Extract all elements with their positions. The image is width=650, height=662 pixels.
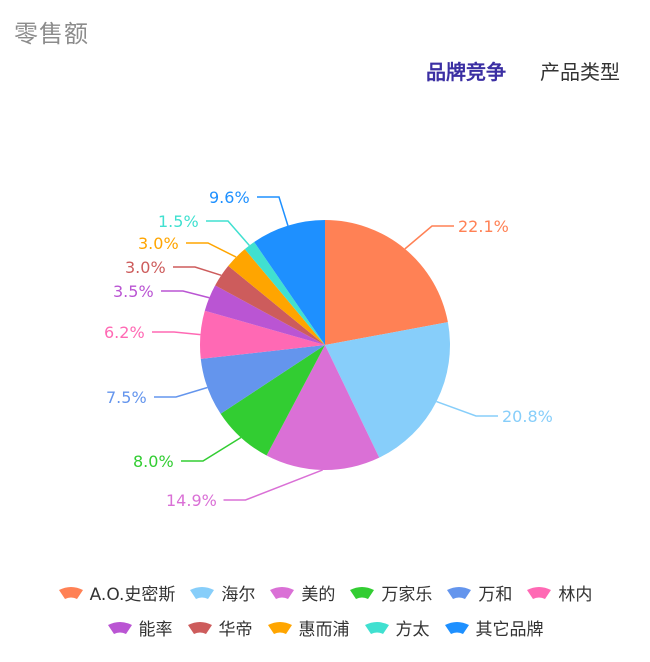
slice-label: 9.6% bbox=[209, 188, 250, 207]
pie-slice[interactable] bbox=[228, 249, 325, 345]
slice-label: 6.2% bbox=[104, 323, 145, 342]
legend-label: 美的 bbox=[301, 585, 336, 605]
legend-label: A.O.史密斯 bbox=[89, 585, 176, 605]
slice-label: 3.0% bbox=[125, 258, 166, 277]
pie-slice[interactable] bbox=[215, 265, 325, 345]
legend-label: 能率 bbox=[138, 620, 173, 640]
legend-swatch-icon bbox=[58, 586, 84, 600]
legend-label: 万家乐 bbox=[381, 585, 433, 605]
slice-label: 3.0% bbox=[138, 234, 179, 253]
leader-line bbox=[161, 290, 210, 299]
legend-item[interactable]: 能率 bbox=[107, 615, 173, 640]
slice-label: 8.0% bbox=[133, 452, 174, 471]
legend-swatch-icon bbox=[267, 621, 293, 635]
legend-swatch-icon bbox=[269, 586, 295, 600]
legend-item[interactable]: 惠而浦 bbox=[267, 615, 350, 640]
tab-product-type[interactable]: 产品类型 bbox=[540, 60, 620, 84]
legend-swatch-icon bbox=[444, 621, 470, 635]
chart-legend: A.O.史密斯 海尔 美的 万家乐 万和 林内能率 华帝 惠而浦 方太 其它品牌 bbox=[0, 580, 650, 640]
legend-item[interactable]: A.O.史密斯 bbox=[58, 580, 176, 605]
leader-line bbox=[404, 225, 454, 250]
leader-line bbox=[173, 266, 222, 277]
slice-label: 1.5% bbox=[158, 212, 199, 231]
leader-line bbox=[223, 469, 323, 501]
legend-label: 万和 bbox=[478, 585, 513, 605]
legend-item[interactable]: 其它品牌 bbox=[444, 615, 544, 640]
chart-tabs: 品牌竞争 产品类型 bbox=[426, 56, 620, 85]
tab-brand-competition[interactable]: 品牌竞争 bbox=[426, 60, 506, 84]
legend-item[interactable]: 华帝 bbox=[187, 615, 253, 640]
legend-item[interactable]: 林内 bbox=[526, 580, 592, 605]
leader-line bbox=[181, 436, 242, 462]
leader-line bbox=[154, 386, 208, 398]
legend-swatch-icon bbox=[446, 586, 472, 600]
pie-slice[interactable] bbox=[244, 242, 325, 345]
pie-slice[interactable] bbox=[266, 345, 380, 471]
legend-item[interactable]: 海尔 bbox=[189, 580, 255, 605]
pie-slice[interactable] bbox=[204, 285, 325, 345]
slice-label: 14.9% bbox=[166, 491, 217, 510]
leader-line bbox=[152, 331, 201, 336]
pie-slice[interactable] bbox=[220, 345, 325, 456]
leader-line bbox=[436, 400, 498, 417]
slice-label: 22.1% bbox=[458, 217, 509, 236]
legend-swatch-icon bbox=[107, 621, 133, 635]
legend-item[interactable]: 万家乐 bbox=[349, 580, 432, 605]
leader-line bbox=[257, 196, 289, 226]
pie-slice[interactable] bbox=[254, 220, 325, 345]
legend-label: 林内 bbox=[558, 585, 593, 605]
legend-label: 华帝 bbox=[218, 620, 253, 640]
legend-swatch-icon bbox=[187, 621, 213, 635]
leader-line bbox=[186, 242, 237, 258]
slice-label: 3.5% bbox=[113, 282, 154, 301]
slice-label: 20.8% bbox=[502, 407, 553, 426]
legend-label: 惠而浦 bbox=[298, 620, 350, 640]
legend-label: 方太 bbox=[395, 620, 430, 640]
legend-swatch-icon bbox=[189, 586, 215, 600]
pie-slice[interactable] bbox=[200, 345, 325, 414]
pie-slice[interactable] bbox=[200, 310, 325, 359]
pie-chart: 22.1% 20.8% 14.9% 8.0% 7.5% 6.2% 3.5% 3.0% 3.0% 1… bbox=[104, 188, 553, 510]
legend-label: 海尔 bbox=[221, 585, 256, 605]
pie-slice[interactable] bbox=[325, 322, 450, 458]
legend-swatch-icon bbox=[526, 586, 552, 600]
legend-item[interactable]: 美的 bbox=[269, 580, 335, 605]
leader-line bbox=[206, 220, 250, 246]
pie-slice[interactable] bbox=[325, 220, 448, 345]
legend-swatch-icon bbox=[349, 586, 375, 600]
card-title: 零售额 bbox=[14, 20, 89, 48]
legend-label: 其它品牌 bbox=[475, 620, 544, 640]
legend-item[interactable]: 万和 bbox=[446, 580, 512, 605]
legend-item[interactable]: 方太 bbox=[364, 615, 430, 640]
legend-swatch-icon bbox=[364, 621, 390, 635]
slice-label: 7.5% bbox=[106, 388, 147, 407]
